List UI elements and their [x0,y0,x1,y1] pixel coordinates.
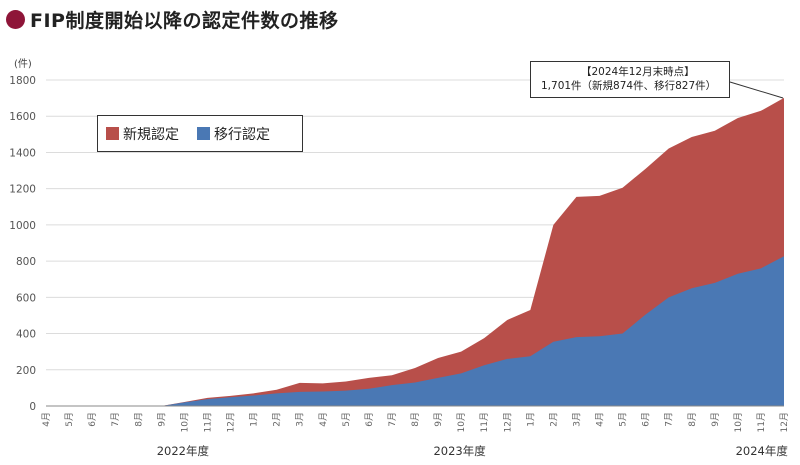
x-tick-label-2: 6月 [87,412,98,427]
legend-item-migration: 移行認定 [197,124,270,144]
y-tick-label-800: 800 [16,256,36,268]
x-tick-label-27: 7月 [664,412,675,427]
x-tick-label-31: 11月 [756,412,767,432]
x-tick-label-12: 4月 [318,412,329,427]
callout-line-2: 1,701件（新規874件、移行827件） [541,80,717,92]
x-tick-label-10: 2月 [272,412,283,427]
x-tick-label-14: 6月 [364,412,375,427]
x-tick-label-32: 12月 [779,412,790,432]
x-tick-label-26: 6月 [641,412,652,427]
callout-leader-line [729,81,784,99]
y-tick-label-1200: 1200 [9,184,36,196]
y-axis-label: (件) [14,58,32,70]
x-tick-label-1: 5月 [64,412,75,427]
x-tick-label-22: 2月 [548,412,559,427]
x-tick-label-11: 3月 [295,412,306,427]
x-tick-label-0: 4月 [41,412,52,427]
x-tick-label-16: 8月 [410,412,421,427]
legend-item-new: 新規認定 [106,124,179,144]
x-tick-label-30: 10月 [733,412,744,432]
page-title: FIP制度開始以降の認定件数の推移 [30,9,339,32]
fiscal-year-label-2: 2024年度 [736,444,789,458]
legend-swatch-new [106,127,119,140]
y-tick-label-1000: 1000 [9,220,36,232]
area-series-migration [46,256,784,406]
callout-box: 【2024年12月末時点】 1,701件（新規874件、移行827件） [530,61,730,98]
y-tick-label-400: 400 [16,329,36,341]
stacked-areas [46,97,784,407]
y-tick-label-600: 600 [16,292,36,304]
x-tick-label-3: 7月 [110,412,121,427]
x-tick-label-6: 10月 [179,412,190,432]
axes: 0 200 400 600 800 1000 1200 1400 1600 1800 4月 5月 6月 7… [9,75,790,458]
y-tick-label-1400: 1400 [9,147,36,159]
x-tick-label-23: 3月 [571,412,582,427]
x-tick-label-5: 9月 [156,412,167,427]
x-tick-label-13: 5月 [341,412,352,427]
x-tick-label-20: 12月 [502,412,513,432]
x-tick-label-8: 12月 [226,412,237,432]
x-tick-label-28: 8月 [687,412,698,427]
legend: 新規認定 移行認定 [97,115,303,152]
y-tick-label-1600: 1600 [9,111,36,123]
x-tick-label-25: 5月 [618,412,629,427]
y-tick-label-1800: 1800 [9,75,36,87]
x-tick-label-7: 11月 [202,412,213,432]
y-tick-label-0: 0 [29,401,36,413]
x-tick-label-4: 8月 [133,412,144,427]
area-series-new [46,97,784,407]
title-bullet-icon [6,9,25,29]
chart-title: FIP制度開始以降の認定件数の推移 [6,4,338,34]
fiscal-year-label-1: 2023年度 [433,444,486,458]
legend-label-migration: 移行認定 [214,126,270,143]
fiscal-year-label-0: 2022年度 [157,444,210,458]
x-tick-label-24: 4月 [595,412,606,427]
x-tick-label-29: 9月 [710,412,721,427]
x-tick-label-19: 11月 [479,412,490,432]
legend-label-new: 新規認定 [123,126,179,143]
y-tick-label-200: 200 [16,365,36,377]
legend-swatch-migration [197,127,210,140]
x-tick-label-17: 9月 [433,412,444,427]
callout-line-1: 【2024年12月末時点】 [581,66,695,78]
x-tick-label-18: 10月 [456,412,467,432]
x-tick-label-9: 1月 [249,412,260,427]
x-tick-label-21: 1月 [525,412,536,427]
x-tick-label-15: 7月 [387,412,398,427]
